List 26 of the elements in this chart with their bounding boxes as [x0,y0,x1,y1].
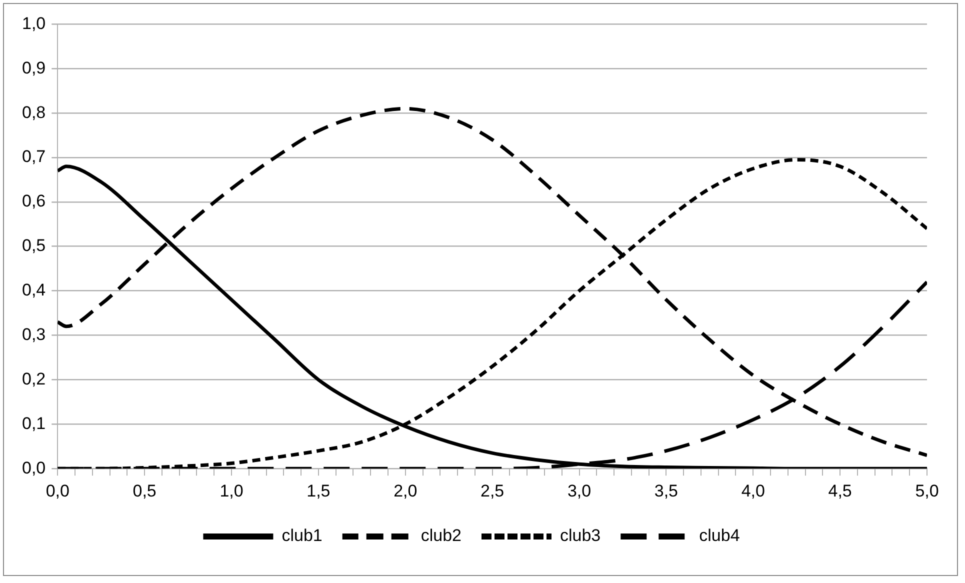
x-tick-label: 3,5 [654,481,678,500]
legend-label: club4 [699,526,740,546]
legend-label: club2 [420,526,462,546]
x-tick-label: 1,5 [306,481,330,500]
y-tick-label: 0,7 [22,147,46,166]
x-tick-label: 1,0 [220,481,244,500]
y-tick-label: 0,8 [22,102,46,122]
y-tick-label: 0,6 [22,192,46,211]
y-tick-label: 0,2 [22,369,46,388]
x-tick-label: 3,0 [567,481,592,500]
x-tick-label: 4,0 [741,481,765,500]
x-tick-label: 2,0 [394,481,418,500]
y-tick-label: 0,3 [22,324,46,344]
y-tick-label: 1,0 [22,14,46,33]
x-tick-label: 0,5 [132,481,156,500]
y-tick-label: 0,0 [22,458,46,478]
legend-label: club3 [560,526,601,546]
y-tick-label: 0,5 [22,236,46,256]
x-tick-label: 4,5 [828,481,852,500]
y-tick-label: 0,4 [22,280,46,300]
x-tick-label: 5,0 [915,481,939,500]
y-tick-label: 0,9 [22,58,46,78]
y-tick-label: 0,1 [22,414,46,433]
x-tick-label: 2,5 [480,481,504,500]
legend-label: club1 [282,526,322,546]
x-tick-label: 0,0 [46,481,70,500]
